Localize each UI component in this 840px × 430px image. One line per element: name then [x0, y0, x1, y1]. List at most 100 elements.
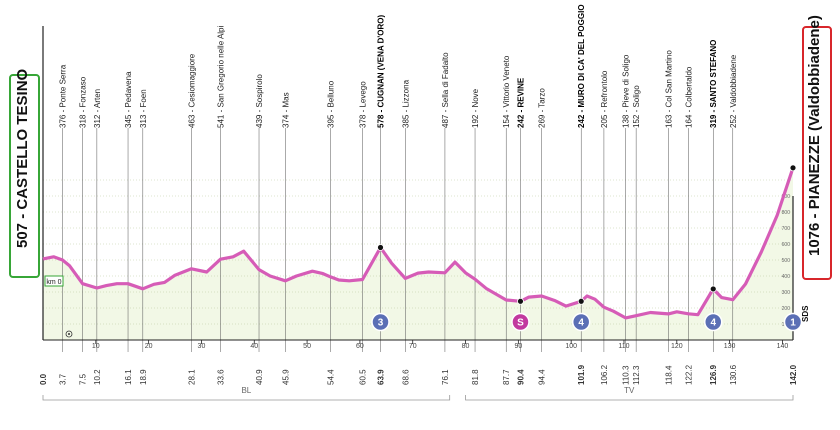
checkpoint-label: 439 - Sospirolo	[255, 74, 264, 128]
km-label: 40.9	[255, 369, 264, 385]
climb-badge	[703, 312, 723, 332]
checkpoint-label: 313 - Foen	[139, 89, 148, 128]
checkpoint-label: 487 - Sella di Fadalto	[441, 52, 450, 128]
altitude-tick-label: 300	[782, 290, 791, 296]
km-label: 18.9	[139, 369, 148, 385]
profile-point	[709, 285, 717, 293]
checkpoint-label: 252 - Valdobbiadene	[729, 54, 738, 128]
region-layer: BL TV	[42, 386, 794, 401]
altitude-tick-label: 900	[782, 194, 791, 200]
checkpoint-label: 312 - Arten	[93, 89, 102, 128]
badge-label: 3	[378, 318, 384, 329]
badge-label: 1	[790, 318, 796, 329]
x-axis-tick-label: 50	[303, 343, 311, 350]
altitude-tick-label: 500	[782, 258, 791, 264]
km-label: 33.6	[216, 369, 225, 385]
profile-line	[42, 167, 795, 320]
profile-point	[789, 164, 797, 172]
profile-point	[577, 297, 585, 305]
checkpoint-label: 319 - SANTO STEFANO	[709, 40, 718, 128]
profile-line-layer	[42, 164, 797, 320]
checkpoint-label: 541 - San Gregorio nelle Alpi	[216, 25, 225, 128]
checkpoint-label: 138 - Pieve di Soligo	[622, 54, 631, 128]
checkpoint-label: 578 - CUGNAN (VENA D'ORO)	[377, 14, 386, 128]
climb-badge	[783, 312, 803, 332]
altitude-tick-label: 200	[782, 306, 791, 312]
badges-layer: 3 S 4 4 1	[371, 312, 803, 332]
profile-fill-layer	[43, 167, 793, 340]
km-label: 101.9	[577, 364, 586, 385]
checkpoint-label: 152 - Soligo	[632, 85, 641, 128]
checkpoint-label: 374 - Mas	[281, 92, 290, 128]
checkpoint-label: 345 - Pedavena	[124, 71, 133, 128]
checkpoint-label: 192 - Nove	[471, 88, 480, 128]
altitude-tick-label: 600	[782, 242, 791, 248]
checkpoint-label: 164 - Colbertaldo	[684, 66, 693, 128]
checkpoint-labels-layer: 376 - Ponte Serra 318 - Fonzaso 312 - Arte…	[59, 4, 738, 128]
km-label: 3.7	[59, 373, 68, 385]
altitude-tick-label: 700	[782, 226, 791, 232]
checkpoint-label: 376 - Ponte Serra	[59, 64, 68, 128]
x-axis-tick-label: 120	[671, 343, 683, 350]
sprint-badge	[511, 312, 530, 332]
km-label: 68.6	[401, 369, 410, 385]
start-marker-icon	[65, 330, 73, 338]
km0-box	[44, 275, 64, 287]
altitude-tick-label: 800	[782, 210, 791, 216]
badge-label: 4	[710, 318, 716, 329]
checkpoint-label: 463 - Cesiomaggiore	[187, 53, 196, 128]
x-axis-tick-label: 140	[777, 343, 789, 350]
km-label: 122.2	[684, 364, 693, 385]
km-label: 94.4	[538, 369, 547, 385]
x-axis-tick-label: 30	[198, 343, 206, 350]
grid-layer: 100200300400500600700800900	[43, 179, 793, 328]
km-label: 45.9	[281, 369, 290, 385]
x-axis-tick-label: 100	[565, 343, 577, 350]
km-label: 90.4	[516, 369, 525, 385]
start-label-box	[9, 74, 40, 278]
climb-badge	[371, 312, 390, 332]
x-axis-tick-label: 60	[356, 343, 364, 350]
x-axis-tick-label: 10	[92, 343, 100, 350]
km-labels-layer: 0.0 3.7 7.5 10.2 16.1 18.9 28.1 33.6 40.9 45.9 54.…	[39, 364, 798, 385]
km-label: 16.1	[124, 369, 133, 385]
profile-area	[43, 167, 793, 340]
km-label: 130.6	[729, 364, 738, 385]
x-axis-tick-label: 40	[250, 343, 258, 350]
sds-label: SDS	[801, 305, 810, 322]
altitude-tick-label: 400	[782, 274, 791, 280]
km-label: 63.9	[377, 369, 386, 385]
profile-point	[377, 244, 384, 251]
checkpoint-label: 269 - Tarzo	[538, 88, 547, 128]
region-bracket	[42, 395, 451, 401]
km-label: 142.0	[789, 364, 798, 385]
x-axis-tick-label: 90	[514, 343, 522, 350]
x-axis-tick-label: 70	[409, 343, 417, 350]
start-label: 507 - CASTELLO TESINO	[14, 68, 31, 248]
x-axis-tick-label: 130	[724, 343, 736, 350]
km-label: 0.0	[39, 373, 48, 385]
start-marker-dot	[68, 333, 70, 335]
km-label: 76.1	[441, 369, 450, 385]
finish-label-box	[802, 26, 832, 280]
badge-label: 4	[578, 318, 584, 329]
x-axis-tick-label: 110	[618, 343, 629, 350]
checkpoint-label: 395 - Belluno	[326, 80, 335, 128]
checkpoint-label: 242 - REVINE	[516, 77, 525, 128]
km-label: 7.5	[79, 373, 88, 385]
finish-label: 1076 - PIANEZZE (Valdobbiadene)	[806, 15, 823, 256]
km-label: 106.2	[600, 364, 609, 385]
region-label: BL	[241, 386, 251, 395]
km-label: 81.8	[471, 369, 480, 385]
km-label: 10.2	[93, 369, 102, 385]
checkpoint-label: 242 - MURO DI CA' DEL POGGIO	[577, 4, 586, 128]
km-label: 118.4	[664, 365, 673, 385]
checkpoint-lines-layer	[42, 26, 794, 352]
km-label: 87.7	[502, 369, 511, 385]
x-axis-tick-label: 20	[145, 343, 153, 350]
climb-badge	[571, 312, 591, 332]
profile-point	[517, 297, 524, 305]
km-label: 60.5	[359, 369, 368, 385]
km-label: 54.4	[326, 369, 335, 385]
